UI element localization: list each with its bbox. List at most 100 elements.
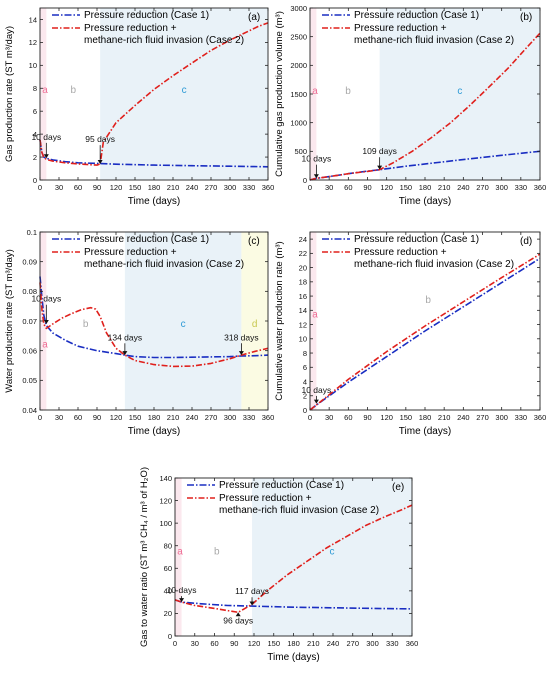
x-tick-label: 0 [38,413,42,422]
chart-panel-c: a b c d 10 days 134 days 318 days 0 30 60 90 120 150… [4,228,274,437]
series-line-case1 [39,139,269,168]
annotation-arrowhead [43,154,49,159]
x-tick-label: 90 [363,413,371,422]
chart-panel-b: a b c 10 days 109 days 0 30 60 90 120 150 180 210 240… [274,4,546,207]
x-tick-label: 360 [534,183,547,192]
x-tick-label: 180 [148,183,161,192]
legend: Pressure reduction (Case 1) Pressure red… [322,10,514,46]
x-tick-label: 300 [366,639,379,648]
x-tick-label: 240 [186,183,199,192]
legend-label-case1: Pressure reduction (Case 1) [354,234,479,245]
y-tick-label: 16 [299,292,307,301]
x-tick-label: 300 [495,413,508,422]
region-label-d: d [252,319,258,330]
series-line-case1 [309,257,541,411]
legend-label-case2-cont: methane-rich fluid invasion (Case 2) [354,35,514,46]
x-tick-label: 0 [308,183,312,192]
x-tick-label: 30 [325,413,333,422]
region-a [310,8,317,180]
x-tick-label: 150 [267,639,280,648]
x-tick-label: 0 [173,639,177,648]
panel-letter: (a) [248,12,260,23]
y-tick-label: 8 [303,349,307,358]
legend-label-case1: Pressure reduction (Case 1) [354,10,479,21]
region-c [124,232,242,410]
x-tick-label: 150 [400,183,413,192]
x-tick-label: 30 [191,639,199,648]
legend: Pressure reduction (Case 1) Pressure red… [187,480,379,516]
y-tick-label: 2500 [290,32,307,41]
x-tick-label: 210 [167,183,180,192]
x-tick-label: 240 [186,413,199,422]
series-line-case2 [39,22,269,166]
chart-panel-e: a b c 10 days 117 days 96 days 0 30 60 90 120 150 18… [139,467,418,663]
x-tick-label: 60 [344,413,352,422]
region-label-b: b [70,85,76,96]
y-tick-label: 1500 [290,90,307,99]
y-tick-label: 0.04 [22,406,37,415]
y-tick-label: 0.08 [22,287,37,296]
y-tick-label: 40 [164,587,172,596]
x-tick-label: 300 [224,413,237,422]
y-tick-label: 10 [299,335,307,344]
legend-label-case1: Pressure reduction (Case 1) [84,234,209,245]
x-axis-label: Time (days) [128,426,180,437]
x-axis-label: Time (days) [399,426,451,437]
x-tick-label: 240 [457,413,470,422]
series-line-case2 [309,32,541,181]
y-tick-label: 0 [303,406,307,415]
annotation-label: 10 days [301,154,331,164]
y-tick-label: 20 [164,609,172,618]
y-tick-label: 0 [168,632,172,641]
region-label-a: a [42,85,48,96]
x-tick-label: 360 [262,413,275,422]
region-label-a: a [312,86,318,97]
panel-letter: (b) [520,12,532,23]
x-tick-label: 180 [148,413,161,422]
annotation-arrowhead [313,174,319,179]
annotation-arrowhead [122,351,128,356]
y-tick-label: 120 [159,496,172,505]
y-tick-label: 24 [299,235,307,244]
legend-label-case2: Pressure reduction + [354,247,447,258]
legend-label-case2-cont: methane-rich fluid invasion (Case 2) [354,259,514,270]
series-line-case2 [309,253,541,411]
x-axis-label: Time (days) [128,196,180,207]
y-axis-label: Gas production rate (ST m³/day) [4,26,15,162]
annotation-label: 96 days [223,616,253,626]
y-tick-label: 2000 [290,61,307,70]
legend-label-case1: Pressure reduction (Case 1) [84,10,209,21]
x-axis-label: Time (days) [399,196,451,207]
y-tick-label: 6 [33,107,37,116]
y-tick-label: 20 [299,263,307,272]
y-tick-label: 6 [303,363,307,372]
annotation-label: 10 days [31,132,61,142]
x-tick-label: 330 [515,413,528,422]
annotation-arrowhead [235,612,241,617]
x-tick-label: 240 [457,183,470,192]
x-tick-label: 60 [74,183,82,192]
x-tick-label: 180 [419,183,432,192]
x-tick-label: 120 [248,639,261,648]
y-tick-label: 14 [29,15,37,24]
x-tick-label: 330 [386,639,399,648]
y-tick-label: 4 [33,130,37,139]
region-label-c: c [457,86,462,97]
y-tick-label: 12 [299,320,307,329]
region-label-a: a [177,547,183,558]
annotation-arrowhead [377,165,383,170]
region-label-a: a [312,309,318,320]
annotation-label: 10 days [301,385,331,395]
y-tick-label: 0.09 [22,257,37,266]
panel-letter: (e) [392,482,404,493]
region-label-b: b [214,547,220,558]
annotation-label: 10 days [167,585,197,595]
region-label-c: c [181,319,186,330]
legend: Pressure reduction (Case 1) Pressure red… [322,234,514,270]
y-tick-label: 0.05 [22,376,37,385]
region-label-b: b [83,319,89,330]
region-a [310,232,317,410]
region-c [379,8,540,180]
x-tick-label: 360 [534,413,547,422]
